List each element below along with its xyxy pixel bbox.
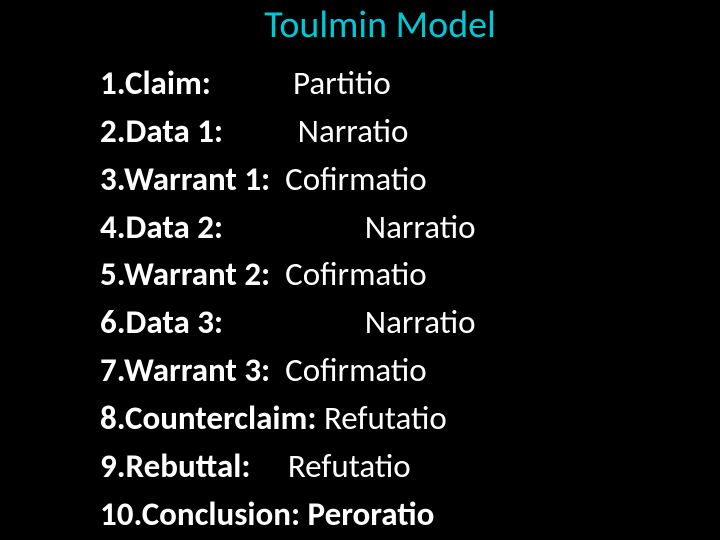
item-number: 4.	[100, 207, 126, 247]
list-item: 6.Data 3: Narratio	[100, 299, 680, 347]
item-number: 7.	[100, 350, 124, 390]
item-spacer	[300, 494, 307, 534]
item-spacer	[270, 350, 285, 390]
list-item: 9.Rebuttal: Refutatio	[100, 443, 680, 491]
item-number: 8.	[100, 398, 125, 438]
item-value: Cofirmatio	[285, 350, 427, 390]
item-spacer	[211, 63, 293, 103]
list-item: 5.Warrant 2: Cofirmatio	[100, 251, 680, 299]
item-spacer	[223, 111, 298, 151]
item-number: 3.	[100, 159, 124, 199]
toulmin-list: 1.Claim: Partitio2.Data 1: Narratio3.War…	[0, 60, 720, 538]
item-value: Partitio	[293, 63, 391, 103]
item-spacer	[316, 398, 323, 438]
list-item: 8.Counterclaim: Refutatio	[100, 395, 680, 443]
item-value: Peroratio	[308, 494, 435, 534]
item-value: Refutatio	[288, 446, 411, 486]
item-number: 2.	[100, 111, 126, 151]
item-number: 10.	[100, 494, 142, 534]
item-value: Narratio	[365, 207, 476, 247]
item-spacer	[251, 446, 288, 486]
list-item: 1.Claim: Partitio	[100, 60, 680, 108]
item-value: Narratio	[365, 302, 476, 342]
item-value: Cofirmatio	[285, 159, 427, 199]
item-label: Counterclaim:	[125, 398, 317, 438]
item-value: Cofirmatio	[285, 254, 427, 294]
item-label: Warrant 3:	[124, 350, 270, 390]
list-item: 2.Data 1: Narratio	[100, 108, 680, 156]
item-label: Warrant 1:	[124, 159, 270, 199]
list-item: 4.Data 2: Narratio	[100, 204, 680, 252]
item-value: Narratio	[298, 111, 409, 151]
item-label: Rebuttal:	[126, 446, 251, 486]
item-label: Data 2:	[126, 207, 224, 247]
item-label: Warrant 2:	[124, 254, 270, 294]
list-item: 3.Warrant 1: Cofirmatio	[100, 156, 680, 204]
item-spacer	[270, 159, 285, 199]
list-item: 10.Conclusion: Peroratio	[100, 491, 680, 539]
list-item: 7.Warrant 3: Cofirmatio	[100, 347, 680, 395]
item-label: Claim:	[125, 63, 211, 103]
item-spacer	[223, 302, 365, 342]
item-value: Refutatio	[324, 398, 447, 438]
item-number: 5.	[100, 254, 124, 294]
item-number: 1.	[100, 63, 125, 103]
item-spacer	[270, 254, 285, 294]
page-title: Toulmin Model	[40, 0, 720, 48]
item-spacer	[223, 207, 365, 247]
item-label: Conclusion:	[142, 494, 300, 534]
item-label: Data 1:	[126, 111, 224, 151]
item-number: 9.	[100, 446, 126, 486]
item-label: Data 3:	[126, 302, 224, 342]
item-number: 6.	[100, 302, 126, 342]
